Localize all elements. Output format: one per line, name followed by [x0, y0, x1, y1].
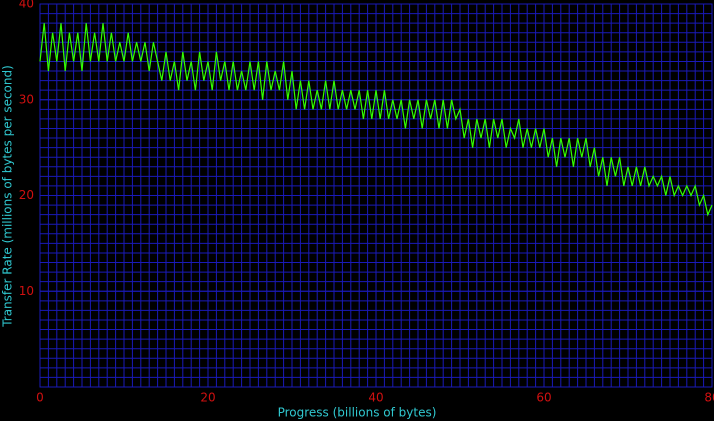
y-tick-label: 10	[19, 284, 34, 298]
x-tick-label: 60	[536, 391, 551, 405]
y-axis-title: Transfer Rate (millions of bytes per sec…	[1, 65, 15, 328]
x-tick-label: 40	[368, 391, 383, 405]
data-line	[39, 23, 713, 217]
x-axis-title: Progress (billions of bytes)	[278, 406, 437, 420]
y-tick-label: 20	[19, 188, 34, 202]
y-tick-label: 40	[19, 0, 34, 11]
plot-border	[39, 3, 713, 388]
x-tick-label: 80	[704, 391, 714, 405]
y-tick-label: 30	[19, 92, 34, 106]
x-tick-label: 20	[200, 391, 215, 405]
x-tick-label: 0	[36, 391, 44, 405]
